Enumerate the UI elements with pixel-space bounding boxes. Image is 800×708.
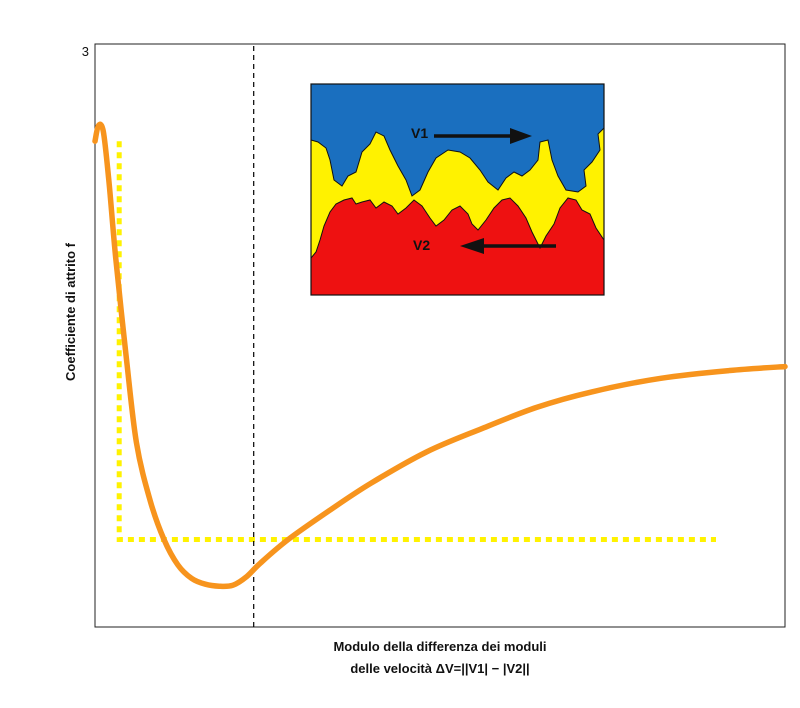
y-axis-label: Coefficiente di attrito f <box>63 242 78 381</box>
v2-arrowhead-icon <box>460 238 484 254</box>
v1-arrowhead-icon <box>510 128 532 144</box>
inset-top-surface <box>310 83 605 197</box>
inset-border <box>310 83 605 296</box>
x-axis-label-line1: Modulo della differenza dei moduli <box>333 639 546 654</box>
x-axis-label-line2: delle velocità ΔV=||V1| − |V2|| <box>350 661 529 676</box>
v2-label: V2 <box>413 237 430 253</box>
v1-label: V1 <box>411 125 428 141</box>
inset-bottom-surface <box>310 197 605 296</box>
plot-frame <box>94 43 786 628</box>
series-line-0 <box>92 121 788 590</box>
y-tick-max-label: 3 <box>82 44 89 59</box>
series-layer <box>92 121 788 590</box>
surface-inset: V1 V2 <box>310 83 605 296</box>
